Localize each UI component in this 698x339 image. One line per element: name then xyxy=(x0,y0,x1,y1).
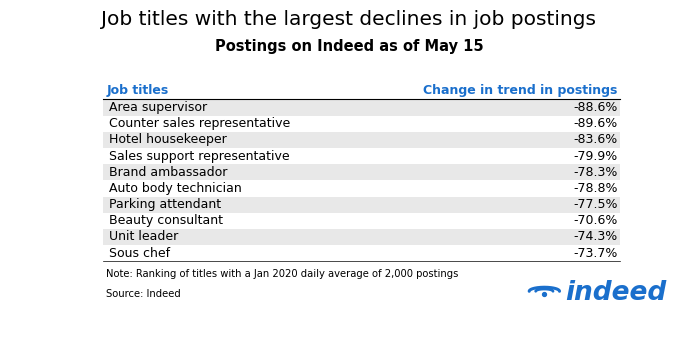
Text: -79.9%: -79.9% xyxy=(573,149,618,163)
Text: -78.8%: -78.8% xyxy=(573,182,618,195)
Text: Parking attendant: Parking attendant xyxy=(109,198,221,211)
Text: indeed: indeed xyxy=(565,280,666,305)
Text: Auto body technician: Auto body technician xyxy=(109,182,242,195)
Text: Hotel housekeeper: Hotel housekeeper xyxy=(109,133,227,146)
Text: Counter sales representative: Counter sales representative xyxy=(109,117,290,130)
Bar xyxy=(103,132,620,148)
Text: -88.6%: -88.6% xyxy=(573,101,618,114)
Text: Change in trend in postings: Change in trend in postings xyxy=(423,84,618,97)
Text: -74.3%: -74.3% xyxy=(573,231,618,243)
Text: -73.7%: -73.7% xyxy=(573,247,618,260)
Text: -70.6%: -70.6% xyxy=(573,214,618,227)
Bar xyxy=(103,213,620,229)
Text: Brand ambassador: Brand ambassador xyxy=(109,166,228,179)
Bar xyxy=(103,99,620,116)
Text: Beauty consultant: Beauty consultant xyxy=(109,214,223,227)
Bar xyxy=(103,180,620,197)
Text: Note: Ranking of titles with a Jan 2020 daily average of 2,000 postings: Note: Ranking of titles with a Jan 2020 … xyxy=(106,269,459,279)
Text: -78.3%: -78.3% xyxy=(573,166,618,179)
Bar xyxy=(103,164,620,180)
Text: Sales support representative: Sales support representative xyxy=(109,149,290,163)
Text: Area supervisor: Area supervisor xyxy=(109,101,207,114)
Bar xyxy=(103,197,620,213)
Bar xyxy=(103,229,620,245)
Bar xyxy=(103,148,620,164)
Text: Postings on Indeed as of May 15: Postings on Indeed as of May 15 xyxy=(215,39,483,54)
Text: Unit leader: Unit leader xyxy=(109,231,178,243)
Text: -89.6%: -89.6% xyxy=(573,117,618,130)
Text: Sous chef: Sous chef xyxy=(109,247,170,260)
Text: Job titles with the largest declines in job postings: Job titles with the largest declines in … xyxy=(101,10,597,29)
Bar xyxy=(103,116,620,132)
Bar xyxy=(103,245,620,261)
Text: -77.5%: -77.5% xyxy=(573,198,618,211)
Text: Source: Indeed: Source: Indeed xyxy=(106,289,181,299)
Text: -83.6%: -83.6% xyxy=(573,133,618,146)
Text: Job titles: Job titles xyxy=(106,84,168,97)
